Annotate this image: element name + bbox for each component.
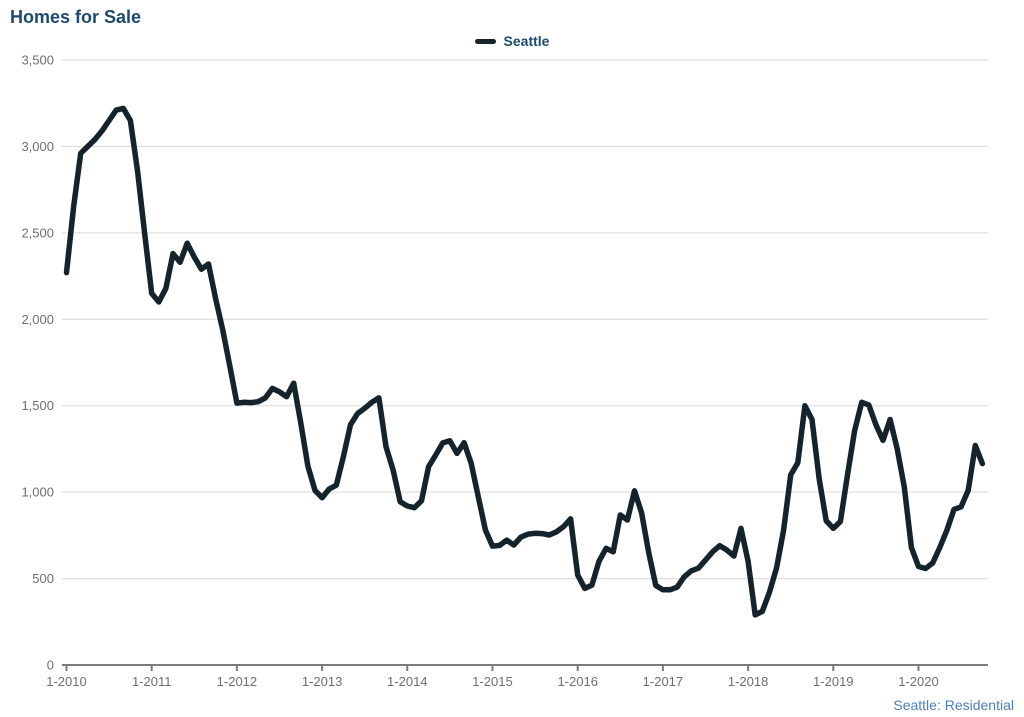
y-gridlines	[62, 59, 988, 580]
svg-text:1-2011: 1-2011	[132, 674, 172, 689]
legend-item-seattle[interactable]: Seattle	[474, 33, 550, 49]
y-axis-labels: 0 500 1,000 1,500 2,000 2,500 3,000 3,500	[21, 53, 54, 673]
chart-legend: Seattle	[0, 33, 1024, 49]
svg-text:500: 500	[32, 571, 54, 586]
svg-text:0: 0	[47, 658, 54, 673]
svg-text:1-2010: 1-2010	[46, 674, 86, 689]
legend-item-label: Seattle	[503, 33, 550, 49]
svg-text:3,500: 3,500	[21, 53, 54, 68]
svg-text:1-2017: 1-2017	[643, 674, 683, 689]
svg-text:1-2013: 1-2013	[302, 674, 342, 689]
svg-text:2,500: 2,500	[21, 225, 54, 240]
svg-text:1-2020: 1-2020	[898, 674, 938, 689]
source-caption-link[interactable]: Seattle: Residential	[893, 697, 1014, 713]
svg-text:3,000: 3,000	[21, 139, 54, 154]
page-title: Homes for Sale	[10, 7, 142, 27]
svg-text:1-2018: 1-2018	[728, 674, 768, 689]
svg-text:1-2015: 1-2015	[472, 674, 512, 689]
x-axis: 1-2010 1-2011 1-2012 1-2013 1-2014 1-2015 1-20…	[46, 664, 988, 689]
svg-text:1,000: 1,000	[21, 485, 54, 500]
legend-line-swatch-icon	[474, 38, 496, 44]
svg-text:1-2014: 1-2014	[387, 674, 427, 689]
svg-text:1,500: 1,500	[21, 398, 54, 413]
svg-text:2,000: 2,000	[21, 312, 54, 327]
svg-text:1-2012: 1-2012	[217, 674, 257, 689]
svg-text:1-2019: 1-2019	[813, 674, 853, 689]
svg-text:1-2016: 1-2016	[557, 674, 597, 689]
series-line-seattle[interactable]	[63, 105, 986, 618]
